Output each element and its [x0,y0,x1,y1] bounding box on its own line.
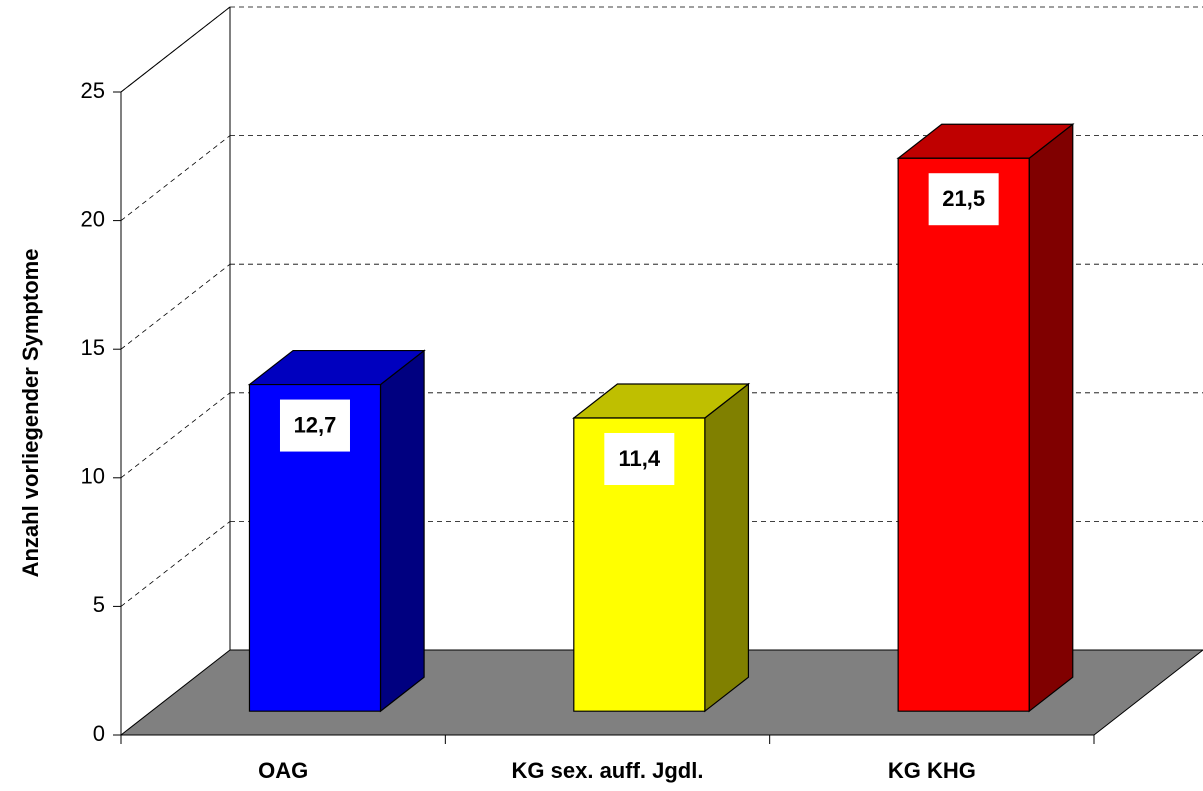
grid-line [120,392,231,479]
y-tick-label: 0 [93,721,105,746]
data-label-box [604,432,675,485]
grid-line [120,263,231,350]
grid-line [120,135,231,221]
y-axis-title: Anzahl vorliegender Symptome [18,249,43,578]
bar-side [704,382,750,713]
data-label: 12,7 [294,412,337,437]
bar [896,122,1075,713]
data-label: 11,4 [619,446,661,471]
x-tick-label: KG sex. auff. Jgdl. [512,758,704,783]
bar [572,382,751,713]
bar [247,349,426,713]
x-tick-label: KG KHG [888,758,976,783]
wall-edge [120,6,231,93]
x-tick-label: OAG [258,758,308,783]
bar-front [248,383,382,712]
y-tick-label: 5 [93,592,105,617]
data-label-box [928,173,999,226]
bar-front [573,417,706,712]
bar-side [1028,122,1074,713]
y-tick-label: 25 [81,78,105,103]
grid-line [120,521,231,607]
y-tick-label: 10 [81,464,105,489]
data-label: 21,5 [942,186,985,211]
bar-side [379,349,425,713]
data-label-box [279,399,350,452]
y-tick-label: 15 [81,335,105,360]
bar-front [897,157,1030,712]
y-tick-label: 20 [81,206,105,231]
